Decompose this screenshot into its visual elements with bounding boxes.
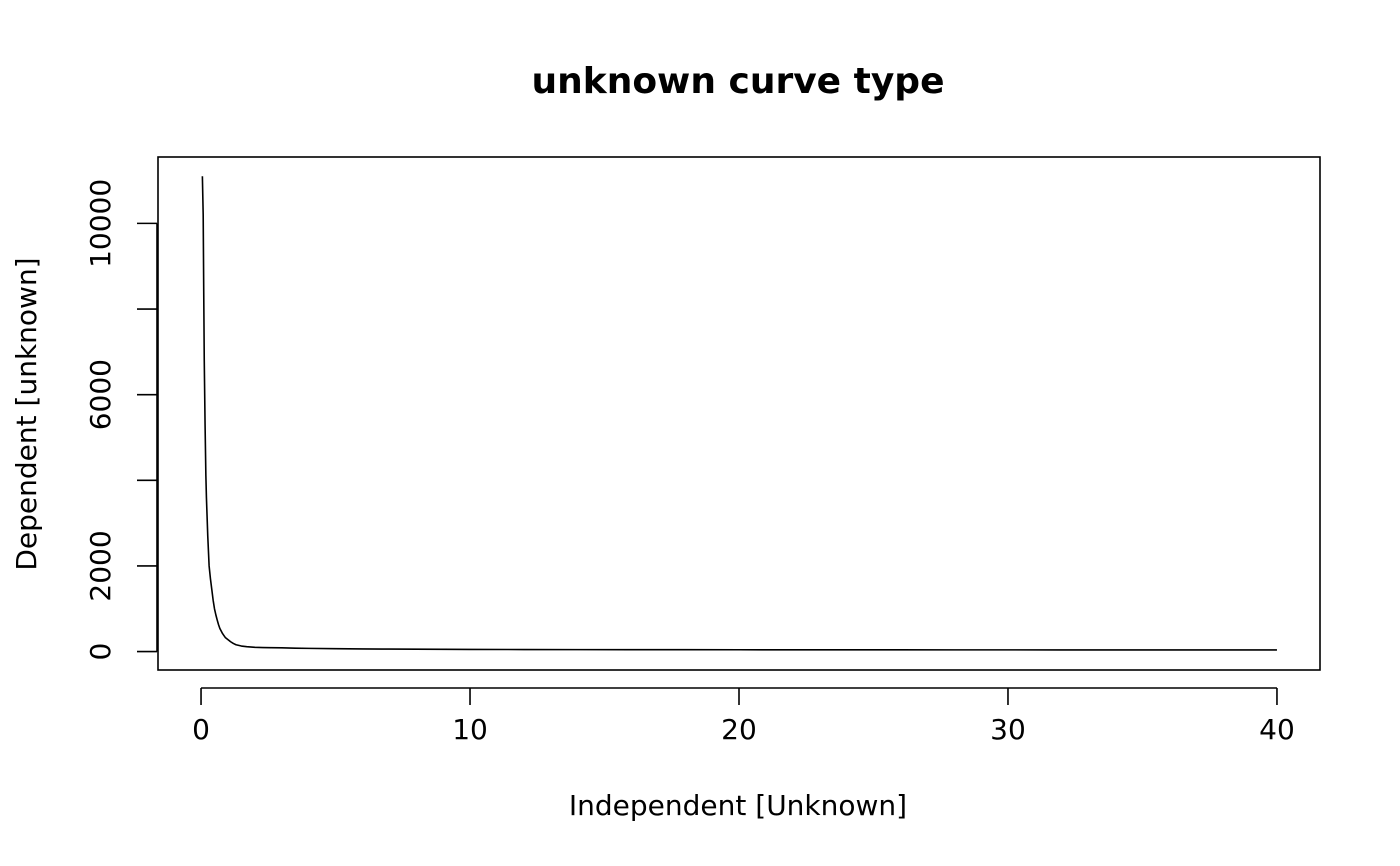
- plot-frame: [157, 156, 1321, 671]
- x-tick-label: 10: [452, 713, 488, 746]
- y-tick-label: 0: [84, 643, 117, 661]
- y-tick-label: 10000: [84, 179, 117, 268]
- chart-title: unknown curve type: [532, 61, 945, 102]
- x-axis: 0 10 20 30 40: [192, 687, 1295, 746]
- x-axis-label: Independent [Unknown]: [569, 789, 907, 822]
- y-tick-label: 6000: [84, 359, 117, 430]
- x-tick-label: 0: [192, 713, 210, 746]
- y-tick-label: 2000: [84, 530, 117, 601]
- x-tick-label: 30: [990, 713, 1026, 746]
- series-layer: [201, 176, 1277, 651]
- y-axis-label: Dependent [unknown]: [10, 257, 43, 570]
- series-line: [201, 176, 1277, 651]
- x-tick-label: 40: [1259, 713, 1295, 746]
- x-tick-label: 20: [721, 713, 757, 746]
- y-axis: 0 2000 6000 10000: [84, 179, 158, 661]
